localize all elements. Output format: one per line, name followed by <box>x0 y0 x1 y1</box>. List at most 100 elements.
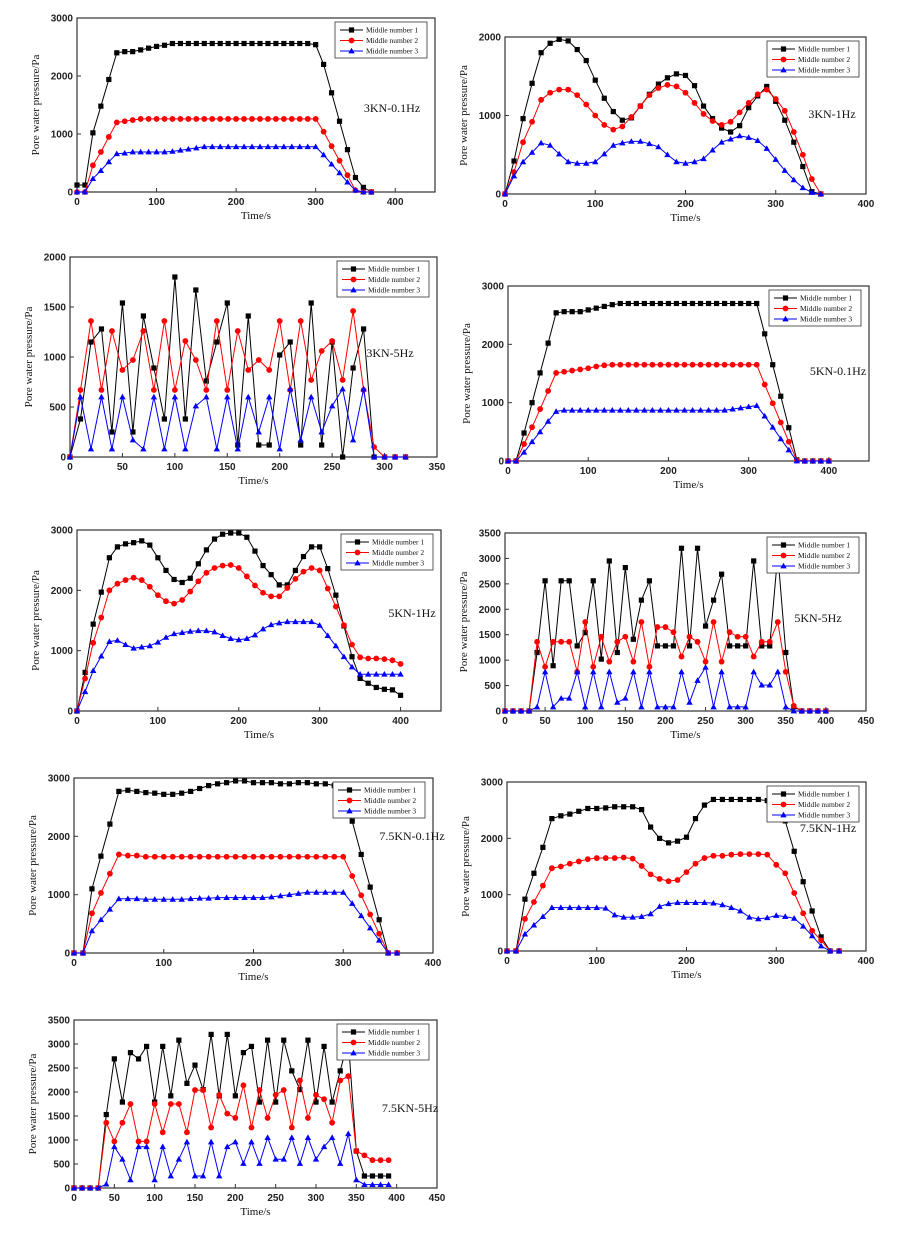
legend-label: Middle number 2 <box>364 796 416 805</box>
data-point <box>381 686 387 692</box>
data-point <box>533 703 541 710</box>
data-point <box>381 670 388 677</box>
data-point <box>152 790 158 796</box>
data-point <box>630 636 636 642</box>
data-point <box>531 870 537 876</box>
data-point <box>539 913 547 920</box>
data-point <box>601 362 608 369</box>
x-tick-label: 200 <box>677 199 694 210</box>
condition-annotation: 3KN-0.1Hz <box>364 101 420 115</box>
data-point <box>130 574 137 581</box>
data-point <box>203 387 210 393</box>
x-tick-label: 0 <box>71 958 77 969</box>
data-point <box>146 583 153 590</box>
data-point <box>510 172 518 179</box>
data-point <box>655 143 662 150</box>
data-point <box>782 870 789 877</box>
data-point <box>763 145 770 151</box>
y-axis-label: Pore water pressure/Pa <box>460 816 472 917</box>
data-point <box>772 96 779 102</box>
data-point <box>82 182 88 188</box>
data-point <box>710 597 717 603</box>
data-point <box>161 148 168 155</box>
data-point <box>232 1138 239 1145</box>
series-middle-number-3 <box>73 143 375 195</box>
data-point <box>140 328 147 334</box>
data-point <box>673 300 680 307</box>
data-point <box>324 585 331 592</box>
condition-annotation: 3KN-5Hz <box>366 346 413 360</box>
data-point <box>649 361 656 368</box>
chart-panel-8: 0 1000 2000 3000 0 100 200 300 400 Time/s Pore wat… <box>440 760 900 985</box>
data-point <box>224 1031 230 1037</box>
data-point <box>361 1173 367 1179</box>
data-point <box>727 118 734 125</box>
data-point <box>89 886 95 892</box>
data-point <box>321 1043 327 1049</box>
data-point <box>192 402 200 409</box>
data-point <box>386 1173 392 1179</box>
data-point <box>755 851 762 858</box>
data-point <box>114 544 121 550</box>
legend-label: Middle number 3 <box>798 66 850 75</box>
data-point <box>341 622 347 629</box>
data-point <box>289 40 295 47</box>
y-axis-label: Pore water pressure/Pa <box>27 1053 39 1154</box>
data-point <box>163 567 169 574</box>
data-point <box>318 428 325 435</box>
data-point <box>82 675 88 682</box>
data-point <box>367 911 374 918</box>
data-point <box>373 670 380 677</box>
data-point <box>249 40 255 47</box>
x-tick-label: 100 <box>146 1193 163 1204</box>
data-point <box>320 151 327 158</box>
data-point <box>106 76 112 83</box>
data-point <box>646 668 653 675</box>
data-point <box>606 658 613 665</box>
data-point <box>255 357 262 363</box>
data-point <box>800 879 806 885</box>
data-point <box>304 1134 312 1140</box>
data-point <box>89 910 95 917</box>
data-point <box>119 1119 126 1126</box>
data-point <box>250 894 257 900</box>
data-point <box>208 1031 214 1037</box>
y-tick-label: 2000 <box>481 834 504 845</box>
data-point <box>295 853 302 860</box>
data-point <box>169 896 176 902</box>
y-axis-label: Pore water pressure/Pa <box>458 65 470 166</box>
data-point <box>203 378 209 384</box>
data-point <box>366 924 374 931</box>
x-tick-label: 0 <box>67 462 73 473</box>
x-tick-label: 0 <box>71 1193 77 1204</box>
data-point <box>758 638 765 645</box>
x-tick-label: 300 <box>768 956 785 967</box>
data-point <box>601 122 608 128</box>
series-line <box>508 405 829 462</box>
y-tick-label: 1000 <box>479 111 502 122</box>
data-point <box>529 424 535 431</box>
legend-label: Middle number 1 <box>368 1028 420 1037</box>
data-point <box>232 853 239 860</box>
data-point <box>161 416 167 422</box>
legend-label: Middle number 1 <box>798 45 850 54</box>
data-point <box>782 668 789 675</box>
data-point <box>719 125 725 131</box>
x-tick-label: 50 <box>117 462 129 473</box>
data-point <box>266 393 273 400</box>
data-point <box>393 949 401 956</box>
data-point <box>113 119 120 126</box>
data-point <box>577 366 584 373</box>
data-point <box>791 890 798 896</box>
data-point <box>280 1087 287 1093</box>
data-point <box>620 854 627 861</box>
legend-label: Middle number 2 <box>368 275 420 284</box>
data-point <box>109 328 115 334</box>
data-point <box>628 138 635 144</box>
data-point <box>313 1091 319 1098</box>
series-middle-number-1 <box>67 274 409 460</box>
series-line <box>77 118 372 193</box>
data-point <box>745 100 752 106</box>
data-point <box>89 175 97 182</box>
